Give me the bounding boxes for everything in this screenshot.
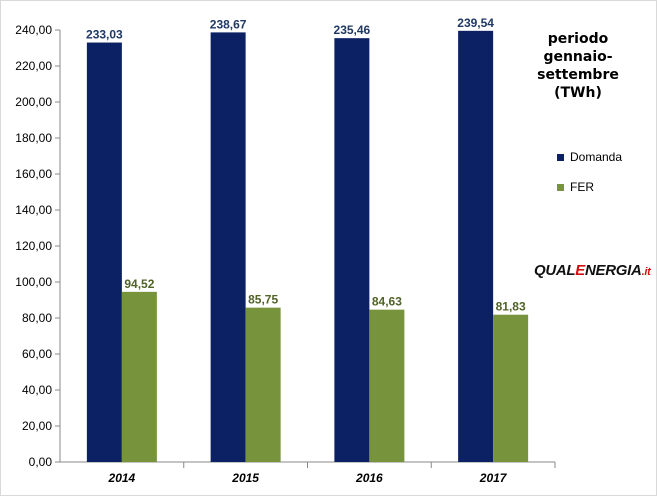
data-labels: 233,03 94,52 238,67 85,75 235,46 84,63 239,54 8… [86, 16, 526, 314]
legend-swatch-domanda [557, 153, 564, 161]
y-tick-label: 160,00 [15, 167, 52, 181]
x-tick-label: 2017 [479, 471, 508, 485]
chart-title-line-1: periodo [547, 31, 609, 47]
axes: 0,00 20,00 40,00 60,00 80,00 100,00 120,00 140,… [15, 23, 556, 485]
data-label-domanda: 238,67 [210, 17, 247, 31]
y-tick-label: 180,00 [15, 131, 52, 145]
chart-title: periodo gennaio-settembre (TWh) [503, 30, 653, 102]
bar-fer [493, 314, 529, 462]
data-label-fer: 84,63 [372, 295, 402, 309]
logo-part-it: .it [641, 266, 651, 278]
bars [86, 30, 529, 463]
legend-item-domanda: Domanda [557, 150, 622, 164]
y-tick-label: 60,00 [22, 347, 52, 361]
legend-swatch-fer [557, 183, 564, 191]
legend-label-domanda: Domanda [570, 150, 623, 164]
logo-part-nergia: NERGIA [585, 262, 642, 279]
chart-title-line-2: gennaio-settembre [537, 49, 619, 83]
x-tick-label: 2015 [231, 471, 259, 485]
data-label-fer: 81,83 [496, 300, 526, 314]
bar-fer [369, 309, 405, 462]
bar-domanda [210, 32, 246, 462]
y-tick-label: 80,00 [22, 311, 52, 325]
x-tick-label: 2016 [355, 471, 383, 485]
data-label-fer: 94,52 [124, 277, 154, 291]
bar-domanda [458, 30, 494, 462]
bar-fer [245, 307, 281, 462]
y-tick-label: 100,00 [15, 275, 52, 289]
logo-part-qual: QUAL [534, 262, 576, 279]
bar-domanda [334, 38, 370, 463]
data-label-domanda: 239,54 [457, 16, 494, 30]
y-tick-label: 240,00 [15, 23, 52, 37]
bar-domanda [86, 42, 122, 463]
legend-label-fer: FER [570, 180, 594, 194]
y-tick-label: 200,00 [15, 95, 52, 109]
y-tick-label: 40,00 [22, 383, 52, 397]
legend-item-fer: FER [557, 180, 594, 194]
y-tick-label: 140,00 [15, 203, 52, 217]
data-label-fer: 85,75 [248, 293, 278, 307]
bar-fer [121, 291, 157, 462]
chart-title-line-3: (TWh) [554, 85, 602, 101]
data-label-domanda: 233,03 [86, 28, 123, 42]
y-tick-label: 220,00 [15, 59, 52, 73]
logo-part-e: E [575, 262, 586, 279]
y-tick-label: 20,00 [22, 419, 52, 433]
y-tick-label: 120,00 [15, 239, 52, 253]
data-label-domanda: 235,46 [334, 23, 371, 37]
x-tick-label: 2014 [108, 471, 136, 485]
qualenergia-logo: QUALENERGIA.it [534, 262, 651, 279]
y-tick-label: 0,00 [29, 455, 53, 469]
